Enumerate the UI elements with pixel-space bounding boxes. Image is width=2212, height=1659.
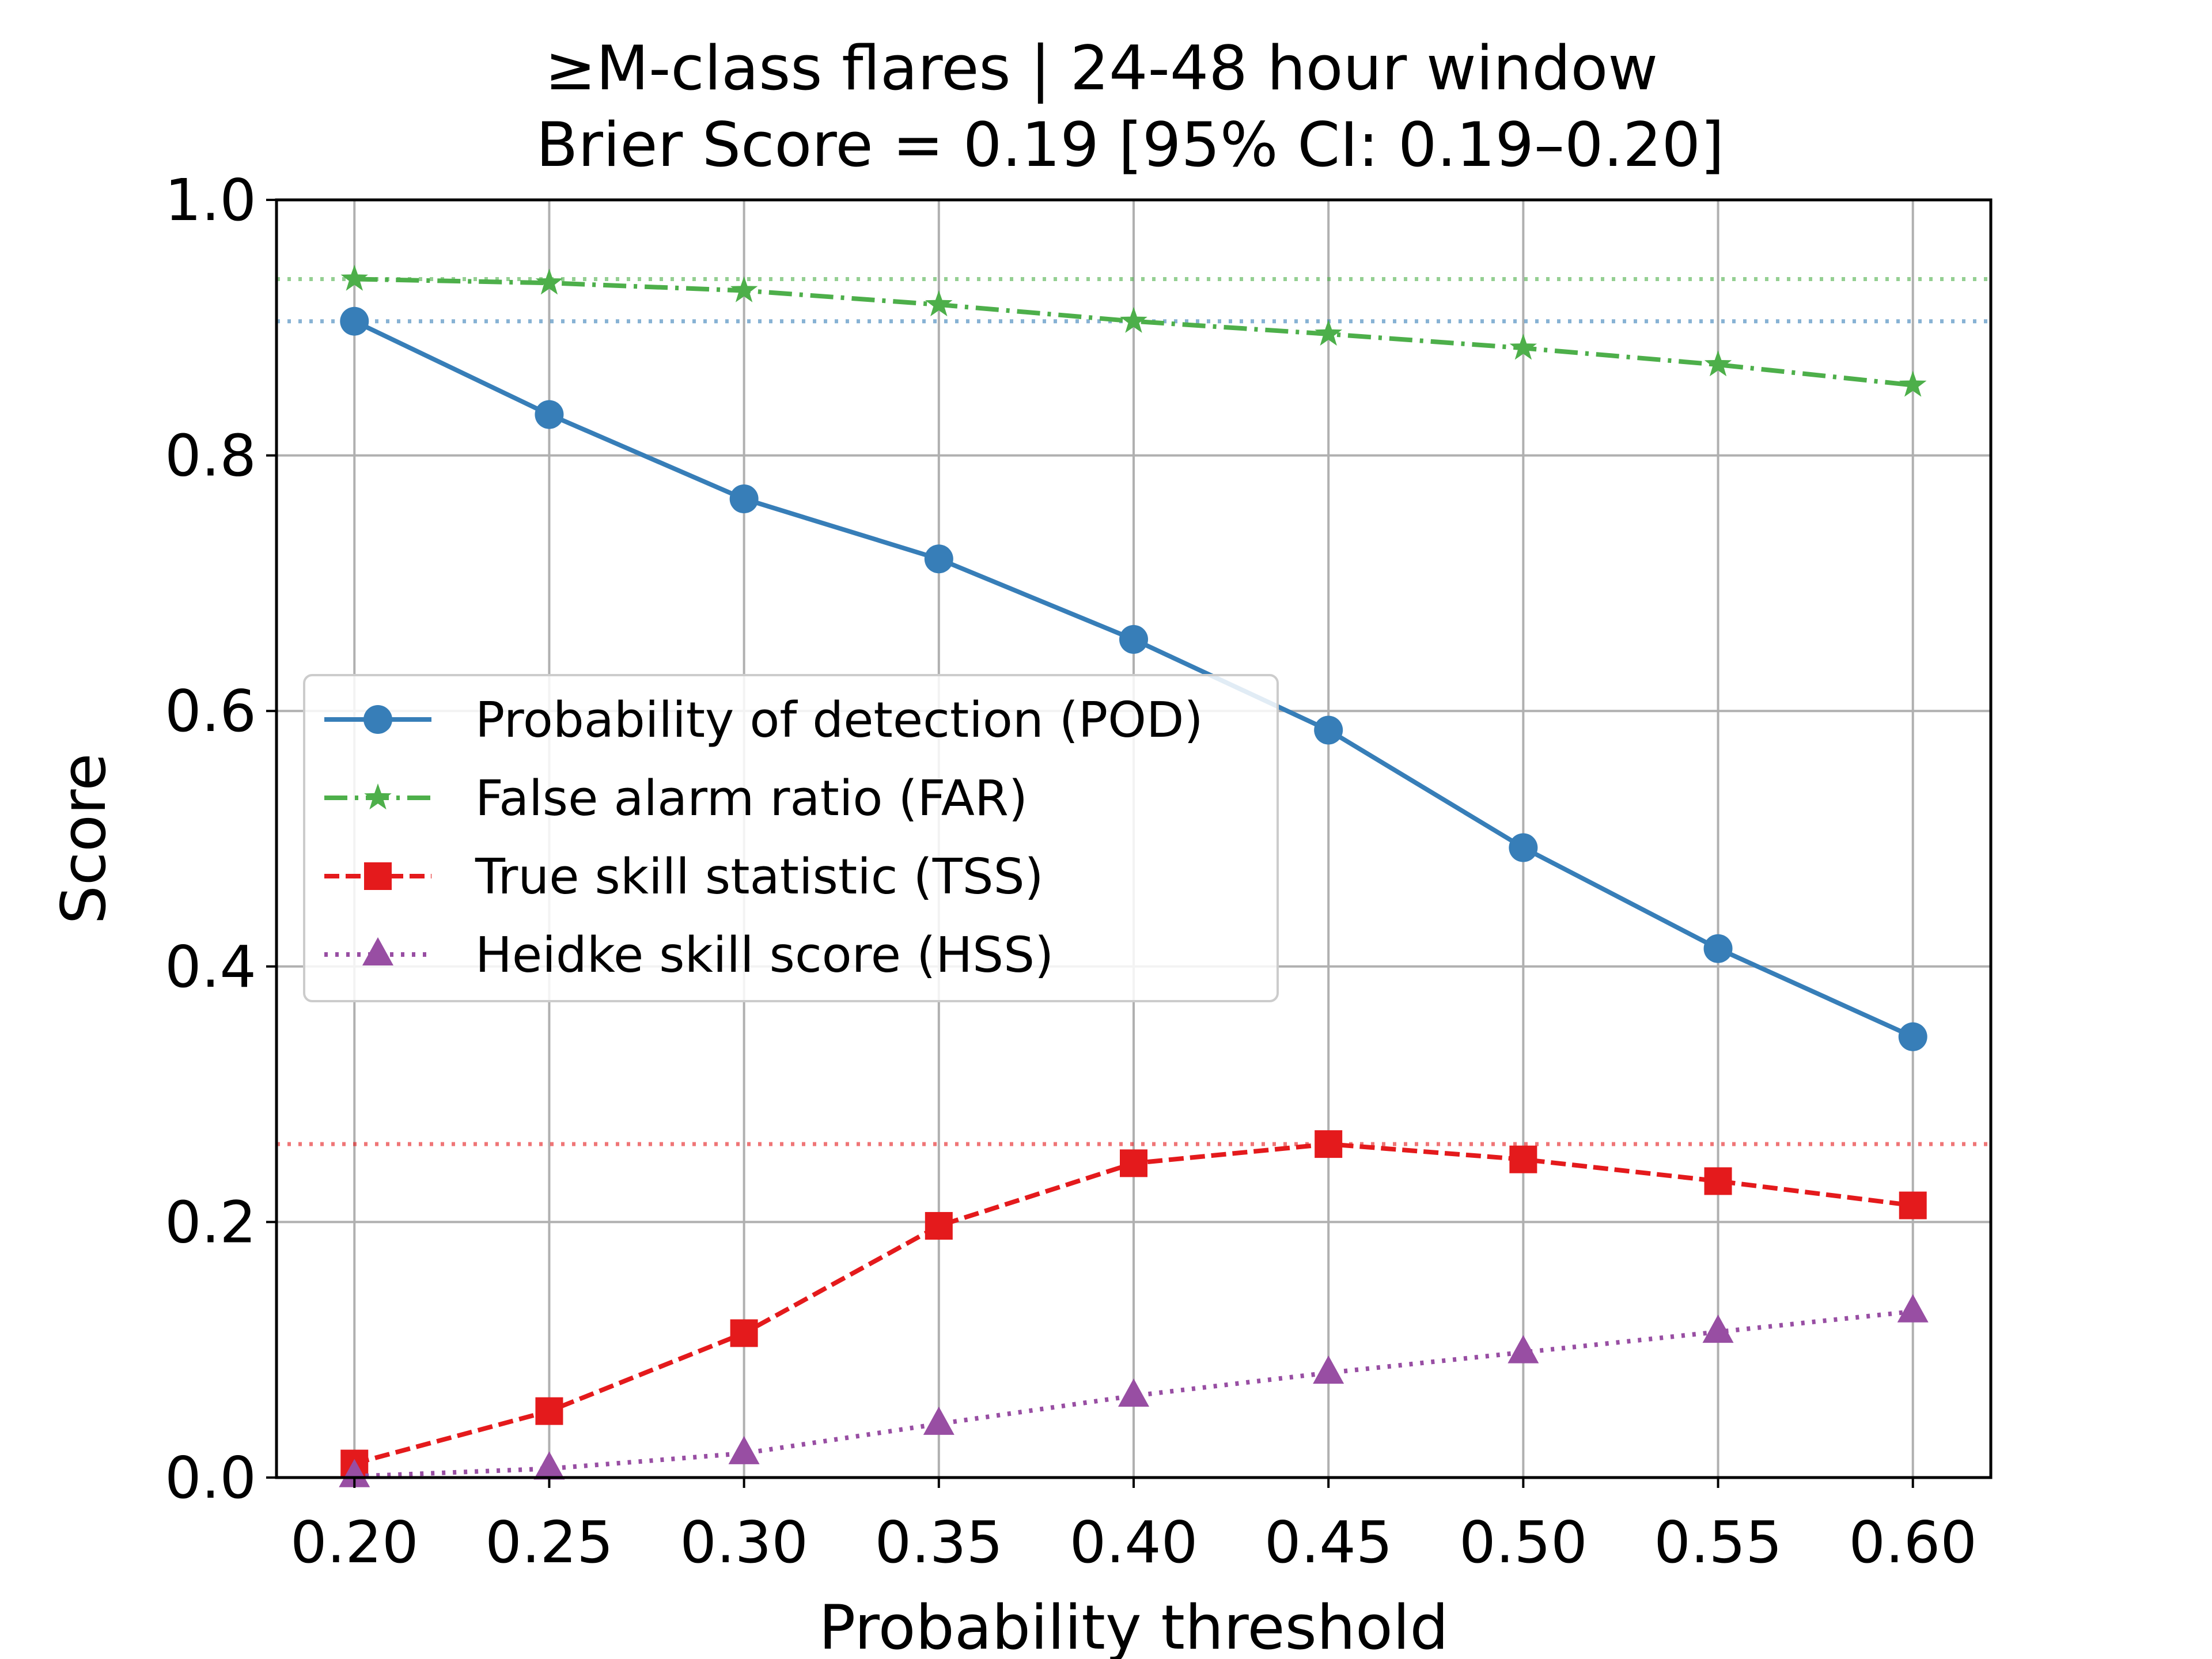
data-point	[728, 1435, 760, 1464]
legend-box	[303, 674, 1279, 1002]
data-point	[1509, 1145, 1537, 1173]
legend-handle	[324, 705, 431, 734]
data-point	[1120, 306, 1147, 333]
data-point	[1118, 1378, 1149, 1407]
data-point	[535, 268, 563, 295]
data-point	[1314, 715, 1343, 745]
data-point	[925, 1212, 953, 1240]
x-tick-label: 0.25	[485, 1509, 613, 1576]
data-point	[1120, 1149, 1147, 1177]
data-point	[1899, 1191, 1927, 1219]
data-point	[1508, 1335, 1539, 1363]
y-tick-label: 0.2	[165, 1188, 256, 1256]
data-point	[1315, 1130, 1343, 1158]
x-axis: 0.20 0.25 0.30 0.35 0.40 0.45 0.50 0.55 0.60	[290, 1478, 1977, 1576]
y-tick-label: 0.6	[165, 677, 256, 745]
data-point	[535, 400, 564, 429]
series-line	[354, 276, 1914, 388]
legend-marker	[363, 705, 392, 734]
legend-marker	[362, 937, 393, 965]
series-layer	[339, 264, 1929, 1487]
data-point	[1509, 833, 1538, 862]
legend-label: Heidke skill score (HSS)	[475, 927, 1054, 984]
legend-label: False alarm ratio (FAR)	[475, 770, 1028, 827]
chart-subtitle: Brier Score = 0.19 [95% CI: 0.19–0.20]	[536, 109, 1725, 180]
data-point	[730, 276, 758, 302]
data-point	[1898, 1022, 1927, 1051]
data-point	[339, 1459, 370, 1487]
data-point	[1315, 319, 1342, 346]
series-4	[339, 1294, 1929, 1487]
data-point	[340, 306, 369, 336]
legend: Probability of detection (POD) False alar…	[303, 674, 1279, 1002]
x-tick-label: 0.45	[1264, 1509, 1393, 1576]
y-axis-label: Score	[48, 753, 119, 925]
series-1	[340, 306, 1927, 1051]
series-3	[340, 1130, 1927, 1478]
data-point	[533, 1451, 565, 1480]
x-tick-label: 0.30	[680, 1509, 808, 1576]
series-2	[340, 264, 1927, 397]
legend-handle	[324, 937, 431, 965]
y-tick-label: 0.0	[165, 1444, 256, 1512]
x-tick-label: 0.50	[1459, 1509, 1588, 1576]
data-point	[1899, 370, 1927, 397]
y-tick-label: 0.8	[165, 422, 256, 490]
data-point	[730, 1319, 758, 1347]
legend-handle	[324, 862, 431, 890]
data-point	[1509, 334, 1537, 360]
x-tick-label: 0.60	[1849, 1509, 1977, 1576]
legend-marker	[364, 862, 392, 890]
x-tick-label: 0.40	[1070, 1509, 1198, 1576]
chart-title: ≥M-class flares | 24-48 hour window	[545, 33, 1658, 104]
data-point	[1703, 934, 1733, 963]
data-point	[1119, 624, 1148, 654]
legend-label: Probability of detection (POD)	[475, 692, 1203, 749]
x-tick-label: 0.55	[1654, 1509, 1782, 1576]
y-tick-label: 1.0	[165, 166, 256, 234]
data-point	[1702, 1315, 1734, 1343]
data-point	[729, 484, 759, 514]
legend-handle	[324, 783, 431, 810]
y-tick-label: 0.4	[165, 933, 256, 1001]
data-point	[1897, 1294, 1929, 1323]
data-point	[535, 1397, 563, 1425]
data-point	[924, 544, 953, 574]
data-point	[340, 264, 368, 291]
x-axis-label: Probability threshold	[819, 1592, 1448, 1659]
y-axis: 0.0 0.2 0.4 0.6 0.8 1.0	[165, 166, 276, 1512]
legend-label: True skill statistic (TSS)	[475, 849, 1044, 906]
x-tick-label: 0.35	[874, 1509, 1003, 1576]
data-point	[923, 1406, 955, 1435]
data-point	[1704, 1167, 1732, 1195]
x-tick-label: 0.20	[290, 1509, 419, 1576]
data-point	[925, 290, 953, 317]
legend-marker	[364, 783, 392, 810]
data-point	[1704, 350, 1732, 377]
data-point	[1313, 1355, 1344, 1384]
